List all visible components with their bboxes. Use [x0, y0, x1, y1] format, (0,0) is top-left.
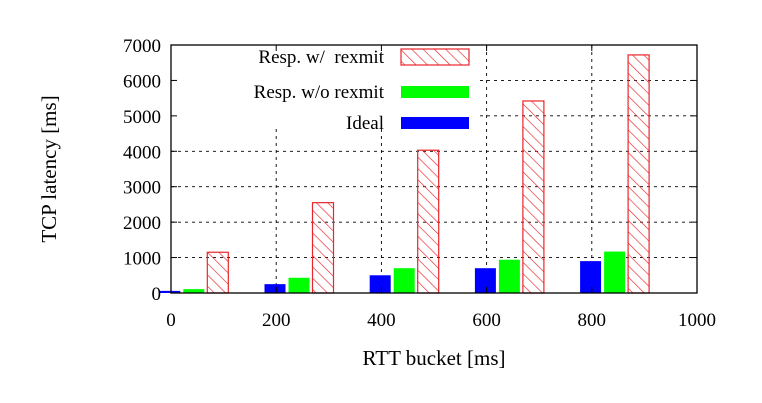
y-tick-label-4000: 4000	[123, 142, 161, 163]
bar-resp-w-rexmit-850	[627, 54, 650, 294]
bar-ideal-250	[264, 284, 286, 293]
plot-frame	[170, 44, 698, 294]
y-axis-label: TCP latency [ms]	[37, 95, 61, 242]
bars	[159, 54, 650, 294]
x-tick-label-600: 600	[472, 310, 501, 331]
bar-resp-wo-rexmit-450	[393, 268, 415, 293]
bar-resp-w-rexmit-450	[417, 149, 440, 294]
grid-lines	[171, 45, 697, 293]
x-tick-label-200: 200	[262, 310, 291, 331]
legend-swatch-2	[401, 117, 469, 129]
y-tick-label-6000: 6000	[123, 71, 161, 92]
x-tick-label-0: 0	[166, 310, 176, 331]
bar-resp-wo-rexmit-250	[288, 277, 310, 293]
y-tick-label-0: 0	[152, 284, 162, 305]
bar-resp-wo-rexmit-650	[498, 259, 520, 293]
y-tick-label-3000: 3000	[123, 178, 161, 199]
bar-resp-w-rexmit-650	[522, 100, 545, 294]
bar-resp-wo-rexmit-850	[604, 251, 626, 293]
x-tick-label-800: 800	[578, 310, 607, 331]
x-tick-label-400: 400	[367, 310, 396, 331]
bar-resp-w-rexmit-250	[311, 202, 335, 294]
legend: Resp. w/ rexmit Resp. w/o rexmit Ideal	[254, 47, 470, 134]
legend-label-2: Ideal	[346, 113, 384, 134]
axis-ticks: 0 1000 2000 3000 4000 5000 6000 7000 0 200 400 600 8…	[123, 36, 716, 331]
y-tick-label-7000: 7000	[123, 36, 161, 57]
legend-label-0: Resp. w/ rexmit	[258, 47, 384, 68]
legend-swatch-0	[400, 48, 470, 66]
x-axis-label: RTT bucket [ms]	[363, 346, 506, 370]
bar-ideal-650	[474, 268, 496, 293]
bar-ideal-50	[159, 290, 181, 293]
legend-label-1: Resp. w/o rexmit	[254, 82, 385, 103]
y-tick-label-1000: 1000	[123, 249, 161, 270]
bar-resp-wo-rexmit-50	[183, 289, 205, 293]
legend-swatch-1	[401, 86, 469, 98]
bar-ideal-850	[580, 261, 602, 293]
y-tick-label-5000: 5000	[123, 107, 161, 128]
bar-ideal-450	[369, 275, 391, 293]
y-tick-label-2000: 2000	[123, 213, 161, 234]
x-tick-label-1000: 1000	[678, 310, 716, 331]
bar-resp-w-rexmit-50	[206, 251, 229, 294]
